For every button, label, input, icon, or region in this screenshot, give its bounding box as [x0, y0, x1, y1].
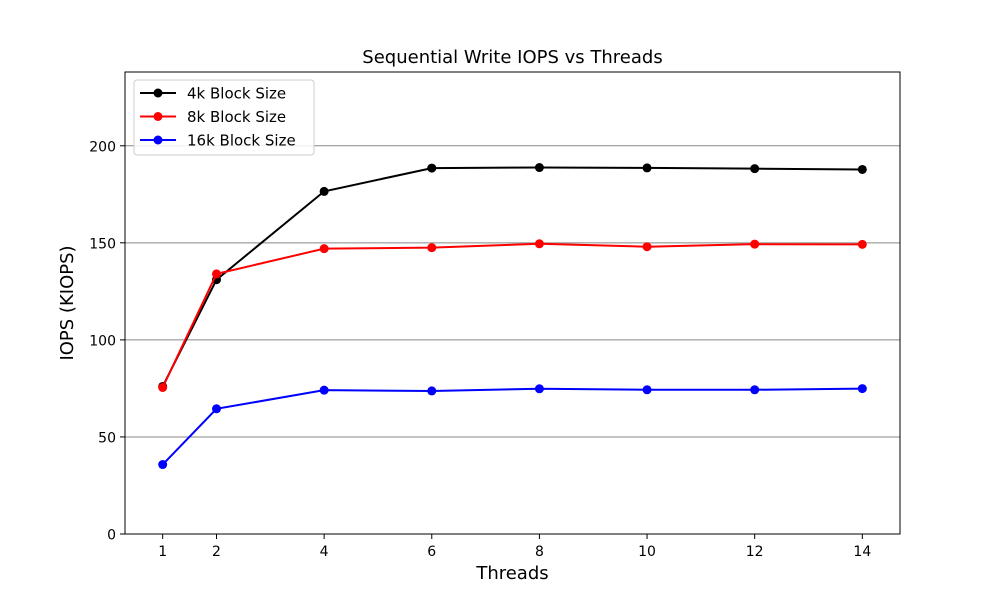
series-line [161, 387, 863, 466]
x-tick-label: 1 [158, 544, 167, 560]
data-point [427, 243, 437, 253]
data-point [534, 163, 544, 173]
y-tick-label: 150 [89, 236, 116, 252]
data-point [642, 163, 652, 173]
legend-item: 4k Block Size [140, 85, 286, 103]
legend-label: 4k Block Size [187, 85, 286, 103]
y-axis-label: IOPS (KIOPS) [57, 245, 78, 360]
data-point [642, 242, 652, 252]
data-point [534, 239, 544, 249]
y-tick-label: 0 [107, 528, 116, 544]
data-point [211, 269, 221, 279]
series-line [161, 166, 863, 387]
chart-title: Sequential Write IOPS vs Threads [362, 47, 662, 68]
data-point [319, 385, 329, 395]
data-point [857, 164, 867, 174]
x-tick-label: 10 [638, 544, 656, 560]
x-tick-label: 14 [853, 544, 871, 560]
legend-swatch-marker [153, 112, 163, 121]
data-point [750, 385, 760, 395]
legend-item: 8k Block Size [140, 108, 286, 126]
data-point [211, 404, 221, 414]
series-lines [158, 163, 867, 470]
x-tick-label: 12 [746, 544, 764, 560]
data-point [750, 164, 760, 174]
data-point [427, 163, 437, 173]
legend-label: 16k Block Size [187, 132, 296, 150]
gridlines [125, 145, 900, 535]
axes [120, 71, 901, 539]
legend-swatch-marker [153, 88, 163, 98]
series-line [161, 242, 863, 388]
data-point [319, 244, 329, 254]
legend-box [133, 79, 315, 156]
x-tick-label: 8 [535, 544, 544, 560]
data-point [319, 186, 329, 196]
y-tick-label: 100 [89, 333, 116, 349]
data-point [427, 386, 437, 396]
x-tick-label: 4 [320, 544, 329, 560]
x-tick-label: 2 [212, 544, 221, 560]
x-tick-label: 6 [427, 544, 436, 560]
data-point [750, 239, 760, 249]
series-0 [158, 163, 867, 391]
y-tick-label: 200 [89, 139, 116, 155]
data-point [642, 385, 652, 395]
plot-frame [124, 71, 901, 535]
series-1 [158, 239, 867, 392]
data-point [534, 384, 544, 394]
series-2 [158, 384, 867, 470]
legend-label: 8k Block Size [187, 108, 286, 126]
legend: 4k Block Size 8k Block Size 16k Block Size [133, 79, 315, 156]
data-point [158, 460, 168, 470]
y-tick-label: 50 [98, 430, 116, 446]
legend-item: 16k Block Size [140, 132, 296, 150]
x-axis-label: Threads [475, 563, 548, 584]
data-point [158, 382, 168, 392]
data-point [857, 239, 867, 249]
data-point [857, 384, 867, 394]
legend-swatch-marker [153, 135, 163, 145]
